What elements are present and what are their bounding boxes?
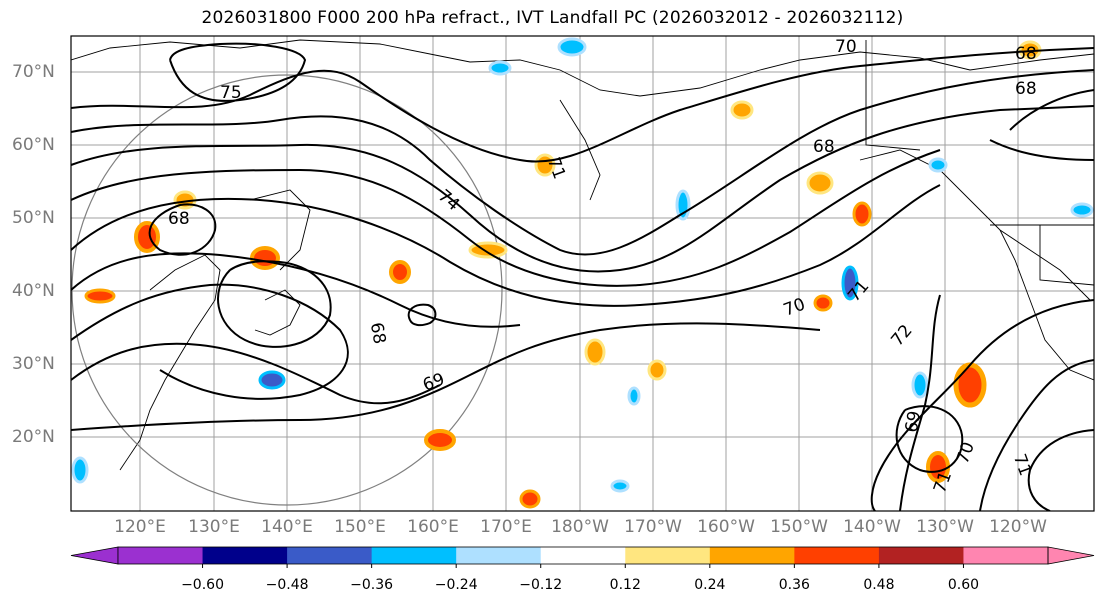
colorbar-segment [625,547,711,564]
longitude-label: 130°E [188,517,240,537]
colorbar-segment [202,547,288,564]
latitude-label: 60°N [12,135,55,155]
longitude-label: 170°W [624,517,682,537]
latitude-label: 30°N [12,354,55,374]
colorbar-extend-min [70,546,119,565]
contour-label: 69 [902,409,925,434]
longitude-label: 120°E [114,517,166,537]
colorbar-tick-label: 0.48 [863,577,895,593]
colorbar-segment [118,547,204,564]
contour-label: 68 [1015,79,1037,99]
colorbar-tick-label: −0.48 [265,577,309,593]
colorbar-segment [287,547,373,564]
contour-label: 75 [220,83,242,103]
colorbar-tick-label: −0.24 [434,577,478,593]
colorbar-segment [963,547,1049,564]
latitude-label: 20°N [12,427,55,447]
contour-label: 68 [366,321,389,346]
colorbar-frame [117,546,1049,565]
colorbar-tick-label: 0.12 [609,577,641,593]
coastlines [71,39,1094,471]
plot-area [71,36,1094,511]
colorbar-extend-max [1047,546,1095,565]
longitude-label: 140°E [261,517,313,537]
colorbar-tick-label: 0.24 [694,577,726,593]
longitude-label: 180°W [551,517,609,537]
longitude-label: 160°E [407,517,459,537]
longitude-label: 160°W [697,517,755,537]
latitude-label: 40°N [12,281,55,301]
contour-label: 70 [835,37,857,57]
colorbar-tick-label: 0.60 [947,577,980,593]
map-title: 2026031800 F000 200 hPa refract., IVT La… [201,8,904,28]
refractivity-contours [71,42,1094,511]
longitude-label: 120°W [989,517,1047,537]
colorbar-tick-label: −0.36 [350,577,394,593]
latitude-label: 50°N [12,208,55,228]
contour-label: 68 [813,137,835,157]
colorbar-tick-label: −0.12 [519,577,563,593]
contour-label: 68 [1015,44,1037,64]
colorbar-segment [794,547,880,564]
longitude-label: 150°W [770,517,828,537]
colorbar-segment [709,547,795,564]
colorbar-segment [371,547,457,564]
colorbar-segment [878,547,964,564]
contour-label: 68 [168,209,190,229]
plot-frame [70,35,1095,512]
colorbar-segment [540,547,626,564]
longitude-label: 130°W [916,517,974,537]
colorbar-tick-label: −0.60 [181,577,224,593]
longitude-label: 150°E [334,517,386,537]
colorbar [70,546,1095,568]
latitude-label: 70°N [12,62,55,82]
longitude-label: 140°W [843,517,901,537]
colorbar-segment [456,547,542,564]
longitude-label: 170°E [480,517,532,537]
colorbar-tick-label: 0.36 [778,577,810,593]
